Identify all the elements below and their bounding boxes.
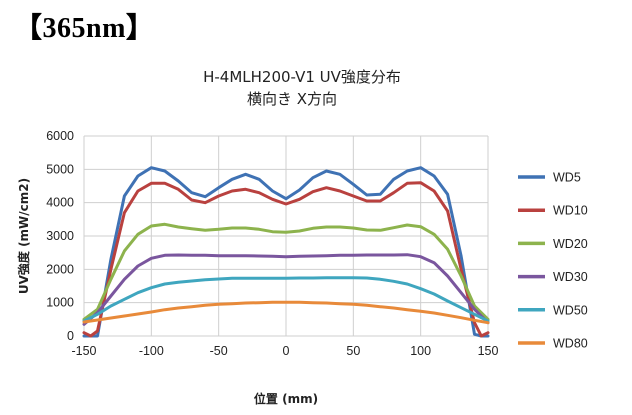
x-tick-label: 100 [410,344,431,358]
legend-label-wd20: WD20 [553,237,588,251]
gridlines [83,135,489,337]
y-tick-label: 1000 [46,296,74,310]
series-lines [82,166,490,338]
x-tick-label: 150 [478,344,499,358]
chart-subtitle: 横向き X方向 [247,90,337,108]
y-tick-label: 4000 [46,196,74,210]
x-tick-label: 50 [346,344,360,358]
legend: WD5 WD10 WD20 WD30 WD50 WD80 [518,171,588,351]
legend-label-wd10: WD10 [553,204,588,218]
series-line-wd5 [82,166,490,338]
x-tick-label: -150 [71,344,96,358]
section-heading: 【365nm】 [14,13,155,44]
chart-title: H-4MLH200-V1 UV強度分布 [203,68,401,86]
x-axis-label: 位置 (mm) [254,391,318,406]
y-tick-labels: 0 1000 2000 3000 4000 5000 6000 [46,129,74,343]
x-tick-label: 0 [283,344,290,358]
y-tick-label: 6000 [46,129,74,143]
series-line-wd30 [82,253,490,326]
y-axis-label: UV強度 (mW/cm2) [16,178,31,294]
legend-label-wd5: WD5 [553,171,581,185]
series-line-wd80 [82,300,490,325]
y-tick-label: 0 [67,329,74,343]
y-tick-label: 2000 [46,262,74,276]
series-line-wd20 [82,222,490,321]
x-tick-label: -50 [210,344,228,358]
y-tick-label: 5000 [46,162,74,176]
series-line-wd10 [82,181,490,338]
legend-label-wd50: WD50 [553,303,588,317]
x-tick-label: -100 [139,344,164,358]
series-line-wd50 [82,276,490,323]
x-tick-labels: -150 -100 -50 0 50 100 150 [71,344,498,358]
legend-label-wd30: WD30 [553,270,588,284]
legend-label-wd80: WD80 [553,337,588,351]
y-tick-label: 3000 [46,229,74,243]
